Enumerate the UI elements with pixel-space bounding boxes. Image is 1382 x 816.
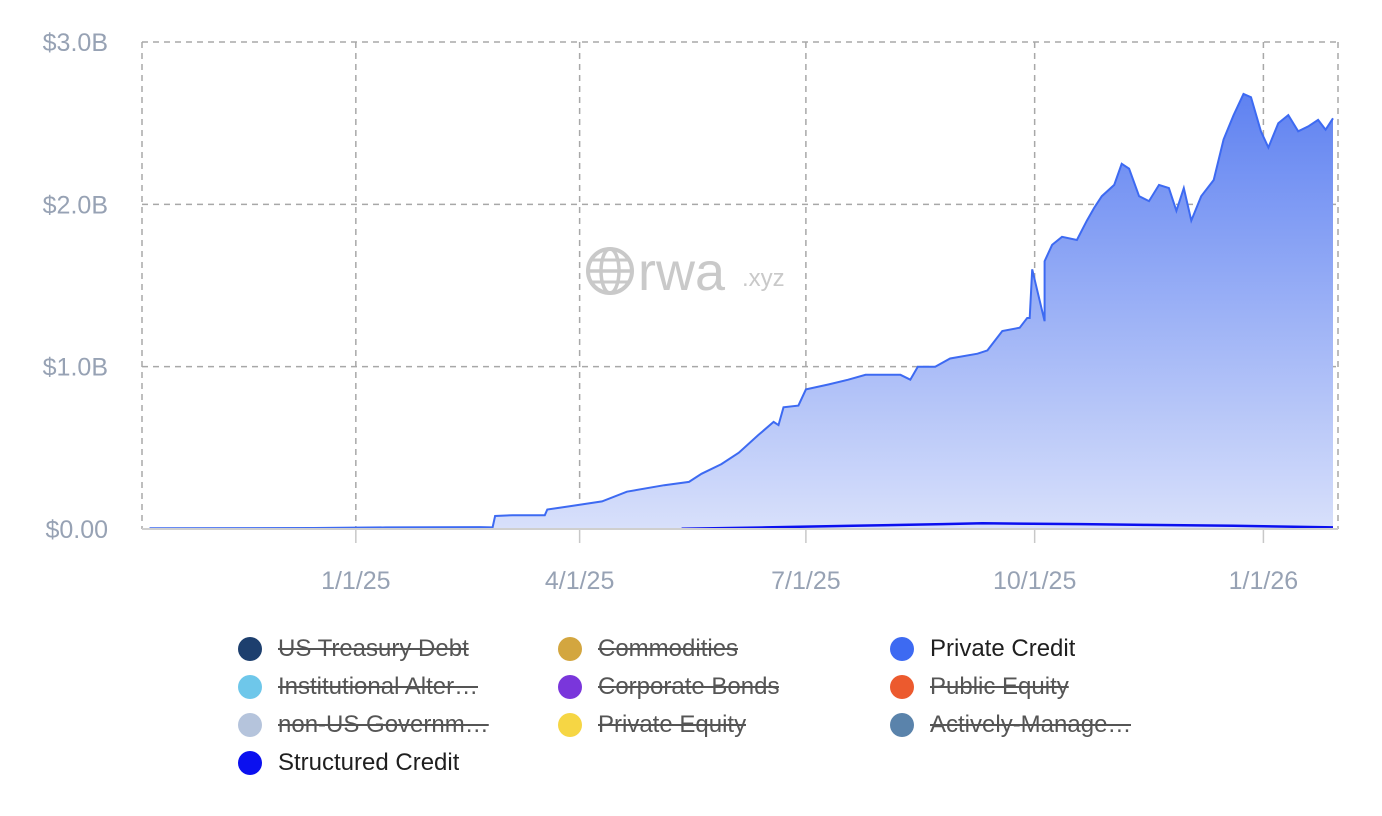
legend-item[interactable]: Actively-Manage… [890, 706, 1180, 744]
legend-item[interactable]: Private Equity [558, 706, 848, 744]
y-tick-label: $2.0B [43, 191, 108, 219]
legend-item[interactable]: Public Equity [890, 668, 1180, 706]
legend-swatch [558, 675, 582, 699]
legend-label: Corporate Bonds [598, 673, 780, 700]
legend-label: Commodities [598, 635, 739, 662]
legend-item[interactable]: Structured Credit [238, 744, 508, 782]
legend-item[interactable]: non-US Governm… [238, 706, 508, 744]
globe-icon [586, 247, 634, 295]
series-line-private-credit [149, 92, 1334, 530]
legend-label: Public Equity [930, 673, 1069, 700]
legend-label: Structured Credit [278, 749, 460, 776]
legend-swatch [238, 675, 262, 699]
x-tick-label: 1/1/25 [321, 567, 391, 595]
x-tick-label: 7/1/25 [771, 567, 841, 595]
legend-item[interactable]: Corporate Bonds [558, 668, 848, 706]
area-chart: rwa .xyz $0.00 $1.0B $2.0B $3.0B 1/1/25 4/1/2… [43, 29, 1339, 595]
legend-swatch [890, 637, 914, 661]
legend-item[interactable]: Commodities [558, 630, 848, 668]
legend-swatch [238, 713, 262, 737]
x-tick-label: 10/1/25 [993, 567, 1076, 595]
watermark-suffix: .xyz [742, 265, 785, 292]
legend-label: US Treasury Debt [278, 635, 469, 662]
legend-label: Actively-Manage… [930, 711, 1132, 738]
legend-label: Private Equity [598, 711, 747, 738]
watermark: rwa .xyz [586, 242, 785, 302]
chart-area: rwa .xyz $0.00 $1.0B $2.0B $3.0B 1/1/25 4/1/2… [43, 29, 1339, 595]
legend-swatch [890, 675, 914, 699]
legend-swatch [238, 751, 262, 775]
legend-label: Institutional Alter… [278, 673, 479, 700]
series-area-private-credit [149, 93, 1333, 530]
watermark-text: rwa [638, 242, 726, 302]
legend-swatch [890, 713, 914, 737]
series-line-structured-credit [681, 522, 1334, 530]
y-tick-label: $3.0B [43, 29, 108, 57]
legend-swatch [558, 713, 582, 737]
legend-swatch [238, 637, 262, 661]
legend-item[interactable]: US Treasury Debt [238, 630, 508, 668]
series-layer [149, 92, 1334, 530]
y-tick-label: $0.00 [45, 516, 108, 544]
legend-label: non-US Governm… [278, 711, 489, 738]
y-tick-label: $1.0B [43, 354, 108, 382]
legend-label: Private Credit [930, 635, 1076, 662]
x-tick-label: 4/1/25 [545, 567, 615, 595]
legend-swatch [558, 637, 582, 661]
x-tick-label: 1/1/26 [1229, 567, 1299, 595]
axes: $0.00 $1.0B $2.0B $3.0B 1/1/25 4/1/25 7/1/25 10… [43, 29, 1338, 595]
legend-item[interactable]: Institutional Alter… [238, 668, 508, 706]
grid [141, 41, 1339, 529]
legend-item[interactable]: Private Credit [890, 630, 1180, 668]
